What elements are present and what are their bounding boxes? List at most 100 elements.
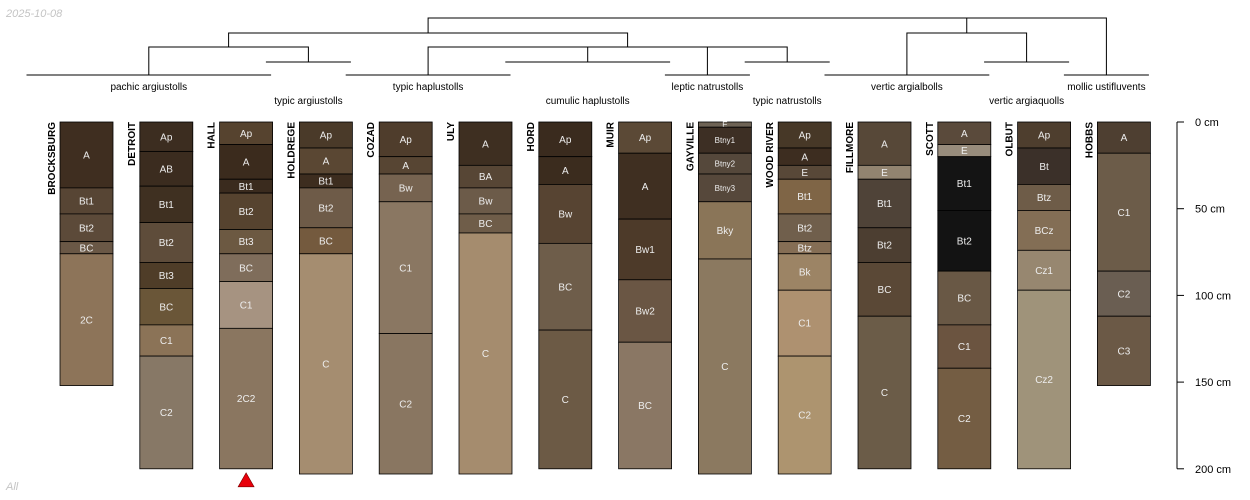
horizon-label: A [402,161,409,172]
horizon-a [857,121,912,166]
axis-tick-label: 200 cm [1195,464,1231,476]
profile-gayville: E Btny1 Btny2 Btny3 Bky C GAYVILLE [685,120,752,475]
horizon-label: E [722,120,727,129]
profile-name: BROCKSBURG [47,122,58,195]
profile-name: SCOTT [925,122,936,156]
horizon-label: Bw1 [635,245,655,256]
horizon-label: C1 [399,263,412,274]
horizon-label: Bt2 [957,236,972,247]
profile-wood-river: Ap AE Bt1 Bt2 Btz Bk C1 C2 WOOD RIVER [765,121,832,475]
horizon-label: C [721,362,728,373]
horizon-label: Ap [160,132,173,143]
horizon-label: Cz1 [1035,266,1053,277]
horizon-bt1 [937,156,992,211]
horizon-label: C3 [1118,346,1131,357]
horizon-label: Bky [717,226,734,237]
horizon-btny1 [698,126,752,154]
horizon-label: Bt3 [159,271,174,282]
dendrogram-branch [706,46,788,75]
horizon-ap [1017,121,1071,149]
horizon-label: BC [80,243,94,254]
horizon-label: C2 [958,414,971,425]
horizon-c3 [1097,315,1151,386]
profile-detroit: Ap AB Bt1 Bt2 Bt3 BC C1 C2 DETROIT [127,121,194,470]
horizon-label: BC [638,401,652,412]
horizon-bt2 [777,213,832,243]
profile-fillmore: A E Bt1 Bt2 BC C FILLMORE [845,121,912,470]
profile-name: COZAD [366,122,377,158]
horizon-c1 [937,324,992,369]
horizon-label: BC [957,294,971,305]
horizon-label: Bt1 [159,200,174,211]
group-label-mollic-ustifluvents: mollic ustifluvents [1067,82,1145,93]
profile-name: DETROIT [127,122,138,166]
horizon-label: A [562,166,569,177]
profile-hord: Ap A Bw BC C HORD [526,121,593,470]
horizon-label: A [801,152,808,163]
taxonomy-groups: pachic argiustolls typic argiustolls typic… [26,61,1149,107]
horizon-a [618,152,672,220]
horizon-bw [538,184,593,244]
horizon-label: C1 [160,336,173,347]
dendrogram-branch [228,32,629,47]
horizon-ab [139,151,194,187]
horizon-a [219,144,274,180]
horizon-label: BC [878,285,892,296]
profile-name: ULY [446,122,457,141]
horizon-bw1 [618,218,672,281]
group-label-typic-haplustolls: typic haplustolls [393,82,464,93]
horizon-label: Btny3 [715,184,736,193]
horizon-label: C [881,388,888,399]
profile-cozad: Ap A Bw C1 C2 COZAD [366,121,433,475]
profile-scott: AE Bt1 Bt2 BC C1 C2 SCOTT [925,121,992,470]
horizon-label: A [961,129,968,140]
horizon-bc [538,242,593,331]
horizon-bcz [1017,210,1071,251]
horizon-label: C2 [1118,289,1131,300]
horizon-c [458,232,513,475]
profile-olbut: Ap Bt Btz BCz Cz1 Cz2 OLBUT [1005,121,1071,470]
axis-tick-label: 0 cm [1195,117,1219,129]
horizon-label: Ap [240,129,253,140]
profile-name: HOLDREGE [286,122,297,179]
footer-label: All [6,481,19,493]
group-label-cumulic-haplustolls: cumulic haplustolls [546,96,630,107]
group-label-vertic-argialbolls: vertic argialbolls [871,82,943,93]
horizon-label: Btz [1037,193,1051,204]
horizon-c1 [777,289,832,357]
profile-name: HOBBS [1084,122,1095,158]
horizon-label: C1 [1118,208,1131,219]
group-label-pachic-argiustolls: pachic argiustolls [110,82,187,93]
horizon-2c2 [219,327,274,470]
horizon-label: BC [239,263,253,274]
profile-hobbs: A C1 C2 C3 HOBBS [1084,121,1151,386]
horizon-label: A [482,139,489,150]
profile-muir: Ap A Bw1 Bw2 BC MUIR [606,121,672,470]
horizon-bt1 [139,185,194,223]
group-label-typic-natrustolls: typic natrustolls [753,96,822,107]
date-stamp: 2025-10-08 [6,8,63,20]
horizon-label: Bw [558,210,573,221]
horizon-label: Bt1 [79,196,94,207]
horizon-bt [1017,147,1071,185]
horizon-label: C2 [399,399,412,410]
horizon-c [857,315,912,470]
horizon-label: BCz [1035,226,1054,237]
horizon-bt2 [139,222,194,263]
horizon-label: A [243,157,250,168]
horizon-label: Ap [559,135,572,146]
horizon-label: Bt2 [797,223,812,234]
horizon-label: A [323,157,330,168]
horizon-label: Bt1 [957,179,972,190]
horizon-label: E [801,168,808,179]
axis-tick-label: 150 cm [1195,377,1231,389]
horizon-label: Bw [479,196,494,207]
horizon-bky [698,201,752,260]
horizon-label: Ap [320,131,333,142]
horizon-label: 2C [80,315,93,326]
horizon-btny3 [698,173,752,203]
profile-name: OLBUT [1005,122,1016,156]
horizon-label: Bt2 [159,238,174,249]
horizon-label: Bt1 [239,182,254,193]
horizon-a [1097,121,1151,154]
